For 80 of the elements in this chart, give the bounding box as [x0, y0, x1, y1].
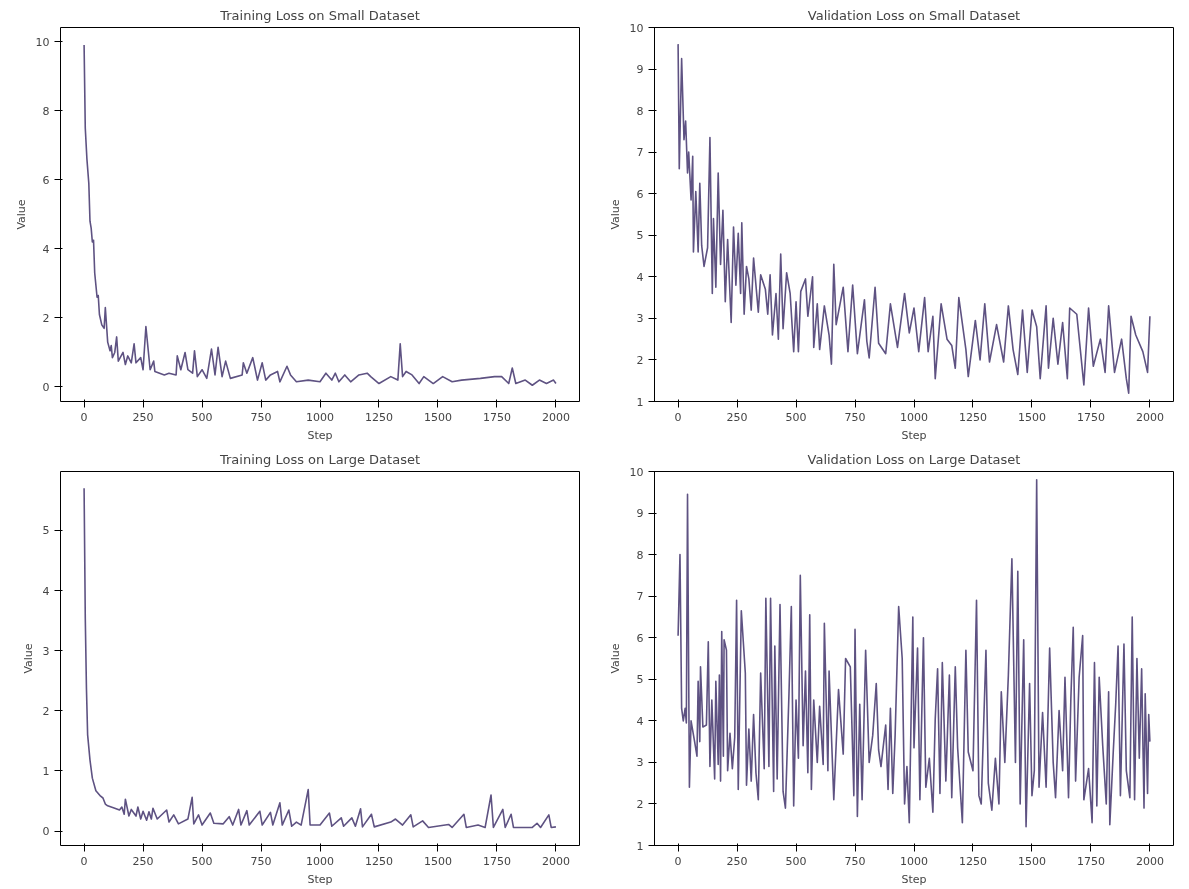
x-tick-label: 0: [80, 854, 88, 868]
y-tick-label: 2: [42, 311, 50, 325]
y-tick-label: 9: [636, 63, 644, 77]
y-tick-label: 5: [42, 524, 50, 538]
x-tick-label: 750: [844, 854, 866, 868]
x-tick-label: 1750: [1076, 410, 1105, 424]
x-tick-label: 2000: [541, 854, 570, 868]
x-axis-title: Step: [307, 428, 333, 442]
chart-title: Training Loss on Large Dataset: [218, 451, 421, 467]
x-tick-label: 1000: [900, 854, 928, 868]
y-axis-title: Value: [608, 199, 622, 230]
x-tick-label: 250: [726, 854, 748, 868]
x-axis-title: Step: [901, 428, 927, 442]
y-axis-title: Value: [14, 199, 28, 230]
chart-title: Validation Loss on Small Dataset: [807, 7, 1021, 23]
y-tick-label: 6: [42, 173, 50, 187]
x-tick-label: 2000: [1135, 854, 1164, 868]
y-tick-label: 4: [636, 270, 644, 284]
x-tick-label: 500: [191, 410, 213, 424]
y-tick-label: 4: [42, 242, 50, 256]
y-tick-label: 10: [629, 21, 644, 35]
x-tick-label: 1250: [364, 854, 393, 868]
y-tick-label: 2: [42, 704, 50, 718]
y-tick-label: 8: [636, 548, 644, 562]
x-tick-label: 1750: [482, 854, 511, 868]
x-tick-label: 500: [785, 854, 807, 868]
y-tick-label: 4: [636, 714, 644, 728]
x-tick-label: 250: [726, 410, 748, 424]
x-tick-label: 2000: [1135, 410, 1164, 424]
x-tick-label: 1750: [482, 410, 511, 424]
x-tick-label: 500: [785, 410, 807, 424]
x-tick-label: 1250: [364, 410, 393, 424]
y-tick-label: 2: [636, 797, 644, 811]
x-tick-label: 1000: [306, 854, 334, 868]
x-tick-label: 750: [250, 854, 272, 868]
x-tick-label: 0: [674, 854, 682, 868]
x-tick-label: 0: [674, 410, 682, 424]
x-tick-label: 750: [844, 410, 866, 424]
x-tick-label: 1000: [306, 410, 334, 424]
y-tick-label: 1: [42, 764, 50, 778]
x-tick-label: 1250: [958, 410, 987, 424]
y-tick-label: 8: [42, 104, 50, 118]
y-tick-label: 1: [636, 395, 644, 409]
y-tick-label: 8: [636, 104, 644, 118]
x-tick-label: 1750: [1076, 854, 1105, 868]
x-tick-label: 0: [80, 410, 88, 424]
y-axis-title: Value: [608, 643, 622, 674]
chart-title: Validation Loss on Large Dataset: [807, 451, 1021, 467]
y-tick-label: 7: [636, 590, 644, 604]
x-tick-label: 1500: [423, 854, 452, 868]
y-tick-label: 6: [636, 187, 644, 201]
y-tick-label: 3: [42, 644, 50, 658]
x-tick-label: 2000: [541, 410, 570, 424]
x-axis-title: Step: [307, 872, 333, 886]
y-tick-label: 9: [636, 507, 644, 521]
y-tick-label: 3: [636, 756, 644, 770]
x-tick-label: 750: [250, 410, 272, 424]
y-tick-label: 0: [42, 381, 50, 394]
y-tick-label: 10: [35, 35, 50, 49]
y-tick-label: 3: [636, 312, 644, 326]
chart-title: Training Loss on Small Dataset: [219, 7, 420, 23]
y-tick-label: 7: [636, 146, 644, 160]
x-tick-label: 250: [132, 410, 154, 424]
x-tick-label: 1000: [900, 410, 928, 424]
y-tick-label: 1: [636, 839, 644, 853]
x-tick-label: 1500: [423, 410, 452, 424]
y-tick-label: 4: [42, 584, 50, 598]
y-axis-title: Value: [21, 643, 35, 674]
y-tick-label: 10: [629, 465, 644, 479]
x-tick-label: 1250: [958, 854, 987, 868]
y-tick-label: 0: [42, 825, 50, 839]
x-tick-label: 500: [191, 854, 213, 868]
x-tick-label: 250: [132, 854, 154, 868]
x-tick-label: 1500: [1017, 854, 1046, 868]
x-tick-label: 1500: [1017, 410, 1046, 424]
y-tick-label: 2: [636, 353, 644, 367]
y-tick-label: 5: [636, 673, 644, 687]
y-tick-label: 5: [636, 229, 644, 243]
x-axis-title: Step: [901, 872, 927, 886]
y-tick-label: 6: [636, 631, 644, 645]
